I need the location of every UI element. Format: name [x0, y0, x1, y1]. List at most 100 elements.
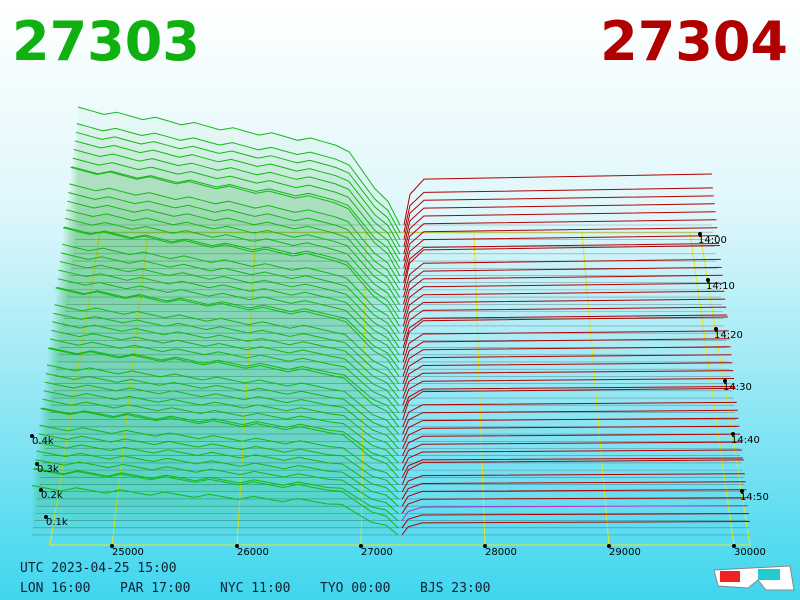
ask-line [401, 497, 748, 514]
red-lens [720, 571, 740, 582]
utc-time: UTC 2023-04-25 15:00 [20, 561, 177, 576]
ask-line [401, 513, 750, 529]
city-time: TYO 00:00 [320, 581, 390, 596]
bid-line [73, 149, 401, 255]
ask-line [402, 274, 723, 312]
tick-dot [732, 544, 736, 548]
bid-line [42, 398, 399, 464]
ask-line [402, 387, 736, 420]
tick-dot [235, 544, 239, 548]
bid-line [63, 226, 400, 319]
bid-line [36, 450, 399, 507]
bid-line [52, 321, 400, 399]
tick-dot [698, 232, 702, 236]
tick-dot [39, 488, 43, 492]
ask-line [403, 227, 718, 269]
price-tick-label: 28000 [485, 547, 517, 558]
bid-line [31, 485, 399, 536]
bid-line [33, 468, 399, 529]
bid-line [46, 364, 400, 435]
ask-line [402, 417, 739, 442]
bid-line [72, 157, 401, 262]
tick-dot [706, 278, 710, 282]
bid-line [45, 373, 399, 442]
bid-line [54, 304, 400, 384]
bid-line [44, 381, 399, 449]
price-tick-label: 25000 [112, 547, 144, 558]
tick-dot [44, 515, 48, 519]
ask-line [403, 266, 722, 305]
bid-line [77, 106, 401, 226]
bid-line [50, 338, 400, 413]
ask-line [401, 481, 746, 500]
cyan-lens [758, 569, 780, 580]
ask-line [402, 378, 735, 406]
depth-tick-label: 0.2k [41, 490, 63, 501]
bid-line [71, 166, 401, 269]
ask-line [402, 425, 740, 449]
bid-line [41, 407, 399, 471]
price-tick-label: 30000 [734, 547, 766, 558]
ask-line [401, 505, 749, 521]
tick-dot [731, 432, 735, 436]
ask-line [401, 459, 744, 485]
price-tick-label: 29000 [609, 547, 641, 558]
ask-line [403, 195, 714, 240]
bid-line [38, 433, 399, 493]
bid-line [76, 123, 401, 233]
tick-dot [607, 544, 611, 548]
bid-line [55, 287, 400, 377]
bid-line [68, 192, 401, 291]
ask-line [402, 401, 737, 428]
city-time: NYC 11:00 [220, 581, 290, 596]
bid-line [39, 424, 399, 485]
ask-line [402, 306, 727, 341]
ask-line [403, 219, 717, 262]
ask-line [402, 354, 732, 384]
ask-line [403, 187, 713, 233]
depth-lines [31, 106, 751, 536]
time-tick-label: 14:20 [714, 330, 743, 341]
tick-dot [30, 434, 34, 438]
ask-line [403, 235, 719, 276]
time-tick-label: 14:30 [723, 382, 752, 393]
city-time: PAR 17:00 [120, 581, 190, 596]
ask-line [401, 473, 745, 492]
ask-line [402, 362, 733, 391]
bid-line [65, 217, 400, 312]
time-tick-label: 14:50 [740, 492, 769, 503]
bid-line [35, 459, 399, 514]
ask-line [402, 433, 741, 456]
bid-line [69, 183, 401, 283]
ask-line [402, 441, 742, 464]
price-tick-label: 26000 [237, 547, 269, 558]
ask-line [403, 211, 716, 254]
bid-line [74, 140, 401, 247]
ask-line [402, 346, 731, 377]
bid-line [59, 261, 400, 348]
bid-line [47, 347, 400, 428]
ask-line [403, 258, 721, 298]
ask-line [401, 489, 747, 507]
ask-line [403, 203, 715, 247]
bid-line [61, 243, 400, 334]
bid-line [53, 312, 400, 392]
floor-grid [49, 232, 751, 546]
depth-tick-label: 0.1k [46, 517, 68, 528]
ask-line [402, 298, 726, 334]
bid-line [48, 347, 400, 420]
bid-price: 27303 [12, 10, 200, 73]
city-time: LON 16:00 [20, 581, 90, 596]
ask-line [402, 386, 735, 413]
bid-line [56, 286, 400, 370]
ask-line [402, 290, 725, 327]
ask-line [402, 338, 730, 370]
ask-line [402, 282, 724, 319]
ask-line [403, 243, 720, 283]
ask-line [403, 173, 713, 226]
tick-dot [359, 544, 363, 548]
ask-line [402, 314, 728, 348]
ask-line [402, 316, 728, 355]
